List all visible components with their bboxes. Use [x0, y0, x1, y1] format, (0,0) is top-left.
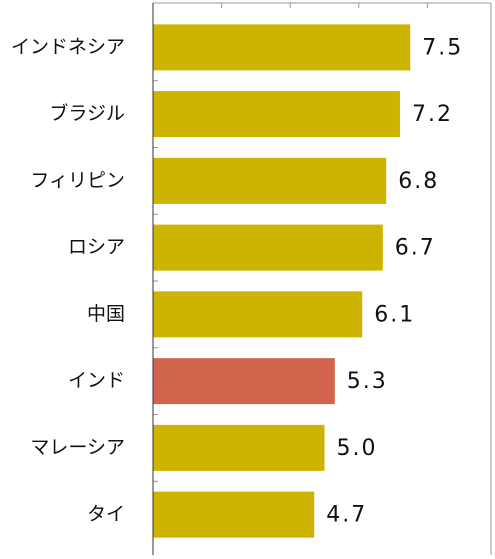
y-tick-label: インド — [68, 370, 125, 392]
value-label: 6.1 — [374, 302, 415, 327]
value-label: 5.0 — [337, 436, 378, 461]
bar — [153, 91, 400, 138]
value-label: 6.7 — [395, 236, 436, 261]
value-label: 7.5 — [422, 35, 463, 60]
y-tick-label: ロシア — [68, 236, 125, 258]
bar — [153, 424, 325, 471]
value-label: 4.7 — [326, 503, 367, 528]
value-label: 6.8 — [398, 169, 439, 194]
y-tick-label: フィリピン — [30, 169, 125, 191]
bar — [153, 491, 315, 538]
value-label: 5.3 — [347, 369, 388, 394]
y-tick-label: 中国 — [87, 303, 125, 325]
bar — [153, 24, 411, 71]
bar — [153, 157, 387, 204]
bar — [153, 224, 383, 271]
y-tick-label: ブラジル — [49, 102, 125, 125]
value-label: 7.2 — [412, 102, 453, 127]
y-tick-label: インドネシア — [11, 36, 125, 58]
bar — [153, 358, 335, 405]
y-tick-label: マレーシア — [30, 436, 125, 458]
y-tick-label: タイ — [87, 503, 125, 525]
bar — [153, 291, 363, 338]
